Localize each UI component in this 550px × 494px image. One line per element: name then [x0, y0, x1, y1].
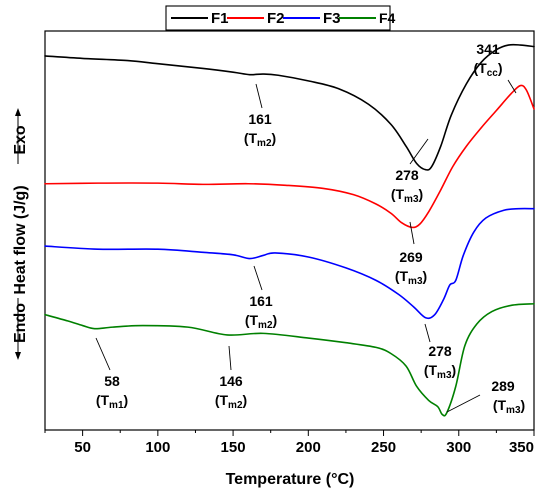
series-line-f2	[44, 84, 535, 229]
x-axis-title: Temperature (°C)	[226, 471, 355, 488]
series-line-f4	[44, 302, 535, 417]
annotation-value: 289	[491, 378, 515, 394]
legend: F1 F2 F3 F4	[165, 5, 396, 31]
exo-arrow-head	[15, 108, 21, 116]
annotation-f4-58: 58 (Tm1)	[96, 373, 128, 411]
x-tick-label-250: 250	[371, 439, 396, 456]
series-layer	[44, 43, 535, 417]
annotation-label: (Tcc)	[473, 60, 502, 79]
annotation-f2-269: 269 (Tm3)	[395, 249, 427, 287]
y-axis-exo-label: Exo	[12, 125, 29, 155]
legend-label-f2: F2	[267, 10, 285, 27]
legend-label-f1: F1	[211, 10, 229, 27]
annotation-f1-278: 278 (Tm3)	[391, 167, 423, 205]
annotation-label: (Tm2)	[245, 312, 277, 331]
annotation-value: 58	[104, 373, 120, 389]
annotation-value: 269	[399, 249, 423, 265]
annotation-label: (Tm2)	[215, 392, 247, 411]
x-tick-label-50: 50	[74, 439, 91, 456]
annotation-label: (Tm3)	[424, 362, 456, 381]
annotation-f3-278: 278 (Tm3)	[424, 343, 456, 381]
annotation-value: 278	[428, 343, 452, 359]
legend-label-f4: F4	[379, 10, 396, 26]
y-axis-endo-label: Endo	[12, 303, 29, 343]
annotation-f4-289: 289 (Tm3)	[491, 378, 525, 416]
annotation-label: (Tm2)	[244, 130, 276, 149]
annotation-value: 161	[249, 293, 273, 309]
annotation-leaders	[95, 79, 517, 413]
annotation-f3-161: 161 (Tm2)	[245, 293, 277, 331]
series-line-f3	[44, 207, 535, 320]
leader-f1-341	[507, 79, 517, 94]
leader-f3-161	[253, 265, 263, 291]
annotation-label: (Tm3)	[395, 268, 427, 287]
annotation-label: (Tm3)	[391, 186, 423, 205]
annotation-label: (Tm1)	[96, 392, 128, 411]
x-tick-layer: 50 100 150 200 250 300 350	[44, 430, 535, 456]
annotation-label: (Tm3)	[493, 397, 525, 416]
leader-f3-278	[424, 323, 431, 343]
leader-f2-269	[409, 221, 415, 245]
endo-arrow-head	[15, 352, 21, 360]
leader-f1-161	[255, 83, 263, 109]
annotation-value: 161	[248, 111, 272, 127]
annotation-value: 341	[476, 41, 500, 57]
x-tick-label-350: 350	[509, 439, 534, 456]
x-tick-label-150: 150	[221, 439, 246, 456]
annotation-value: 278	[395, 167, 419, 183]
leader-f1-278	[409, 138, 429, 165]
plot-frame	[44, 30, 535, 431]
y-axis-title: Heat flow (J/g)	[12, 185, 29, 294]
leader-f4-146	[228, 345, 232, 371]
leader-f4-289	[446, 394, 481, 413]
x-tick-label-200: 200	[296, 439, 321, 456]
annotation-f1-341: 341 (Tcc)	[473, 41, 502, 79]
x-tick-label-300: 300	[446, 439, 471, 456]
leader-f4-58	[95, 337, 111, 371]
legend-label-f3: F3	[323, 10, 341, 27]
annotation-value: 146	[219, 373, 243, 389]
x-tick-label-100: 100	[145, 439, 170, 456]
annotation-f1-161: 161 (Tm2)	[244, 111, 276, 149]
annotation-f4-146: 146 (Tm2)	[215, 373, 247, 411]
series-line-f1	[44, 43, 535, 171]
